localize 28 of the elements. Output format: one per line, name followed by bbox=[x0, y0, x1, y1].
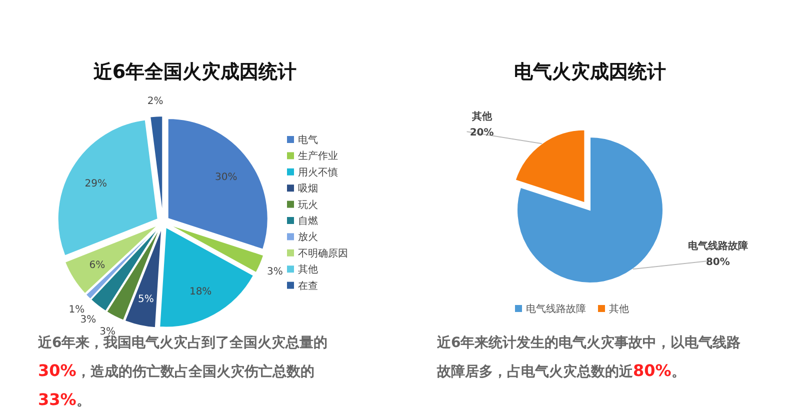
legend-label: 其他 bbox=[298, 264, 318, 276]
legend-label: 电气线路故障 bbox=[526, 303, 586, 315]
legend-label: 用火不慎 bbox=[298, 166, 338, 178]
data-label: 5% bbox=[138, 294, 154, 306]
data-label: 18% bbox=[189, 286, 212, 298]
legend-label: 其他 bbox=[609, 303, 629, 315]
slice-label: 电气线路故障 bbox=[688, 240, 748, 252]
legend-label: 玩火 bbox=[298, 198, 318, 211]
data-label: 6% bbox=[89, 260, 106, 271]
legend-label: 自燃 bbox=[298, 215, 318, 227]
data-label: 3% bbox=[267, 266, 283, 278]
legend-label: 在查 bbox=[298, 280, 318, 292]
slice-label: 其他 bbox=[470, 110, 493, 123]
text: 近6年来统计发生的电气火灾事故中，以电气线路故障居多，占电气火灾总数的近80%。 bbox=[437, 334, 742, 382]
data-label: 2% bbox=[147, 96, 164, 108]
data-label: 3% bbox=[80, 314, 96, 326]
data-label: 1% bbox=[68, 304, 85, 316]
data-label: 20% bbox=[470, 128, 494, 139]
chart-title: 电气火灾成因统计 bbox=[514, 61, 666, 83]
chart-title: 近6年全国火灾成因统计 bbox=[92, 61, 297, 83]
legend-label: 生产作业 bbox=[298, 150, 338, 162]
data-label: 80% bbox=[706, 257, 730, 268]
data-label: 29% bbox=[84, 178, 107, 190]
legend-label: 吸烟 bbox=[298, 182, 318, 195]
legend-label: 电气 bbox=[298, 134, 318, 146]
legend-label: 放火 bbox=[298, 231, 318, 244]
data-label: 30% bbox=[214, 172, 238, 184]
legend-label: 不明确原因 bbox=[298, 248, 348, 260]
